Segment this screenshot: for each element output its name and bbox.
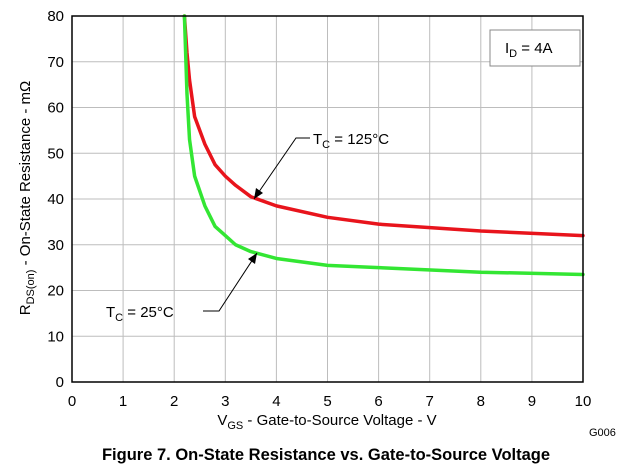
figure-code: G006	[589, 427, 616, 439]
annotation-25c: TC = 25°C	[106, 252, 258, 324]
series-line-25c	[182, 14, 585, 277]
condition-box: ID = 4A	[489, 29, 581, 67]
x-tick-label: 8	[477, 393, 485, 410]
condition-label: ID = 4A	[505, 40, 553, 60]
series-label-25c: TC = 25°C	[106, 304, 174, 324]
plot-frame	[71, 15, 584, 383]
y-tick-labels: 0 10 20 30 40 50 60 70 80	[47, 8, 64, 391]
y-tick-label: 40	[47, 191, 64, 208]
y-axis-label: RDS(on) - On-State Resistance - mΩ	[17, 81, 37, 315]
series-label-125c: TC = 125°C	[313, 131, 389, 151]
x-tick-label: 0	[68, 393, 76, 410]
x-tick-label: 10	[575, 393, 592, 410]
y-tick-label: 80	[47, 8, 64, 25]
x-tick-labels: 0 1 2 3 4 5 6 7 8 9 10	[68, 393, 592, 410]
x-tick-label: 2	[170, 393, 178, 410]
y-tick-label: 70	[47, 54, 64, 71]
x-tick-label: 1	[119, 393, 127, 410]
figure-caption: Figure 7. On-State Resistance vs. Gate-t…	[102, 446, 550, 464]
series-layer	[182, 14, 585, 277]
y-tick-label: 10	[47, 328, 64, 345]
y-tick-label: 60	[47, 100, 64, 117]
y-tick-label: 0	[56, 374, 64, 391]
x-tick-label: 3	[221, 393, 229, 410]
x-tick-label: 6	[374, 393, 382, 410]
x-tick-label: 9	[528, 393, 536, 410]
grid	[71, 15, 584, 383]
y-tick-label: 20	[47, 283, 64, 300]
annotation-125c: TC = 125°C	[253, 131, 389, 200]
x-tick-label: 7	[426, 393, 434, 410]
series-line-125c	[182, 14, 585, 238]
y-tick-label: 30	[47, 237, 64, 254]
x-tick-label: 5	[323, 393, 331, 410]
x-axis-label: VGS - Gate-to-Source Voltage - V	[217, 412, 436, 432]
y-tick-label: 50	[47, 145, 64, 162]
x-tick-label: 4	[272, 393, 280, 410]
